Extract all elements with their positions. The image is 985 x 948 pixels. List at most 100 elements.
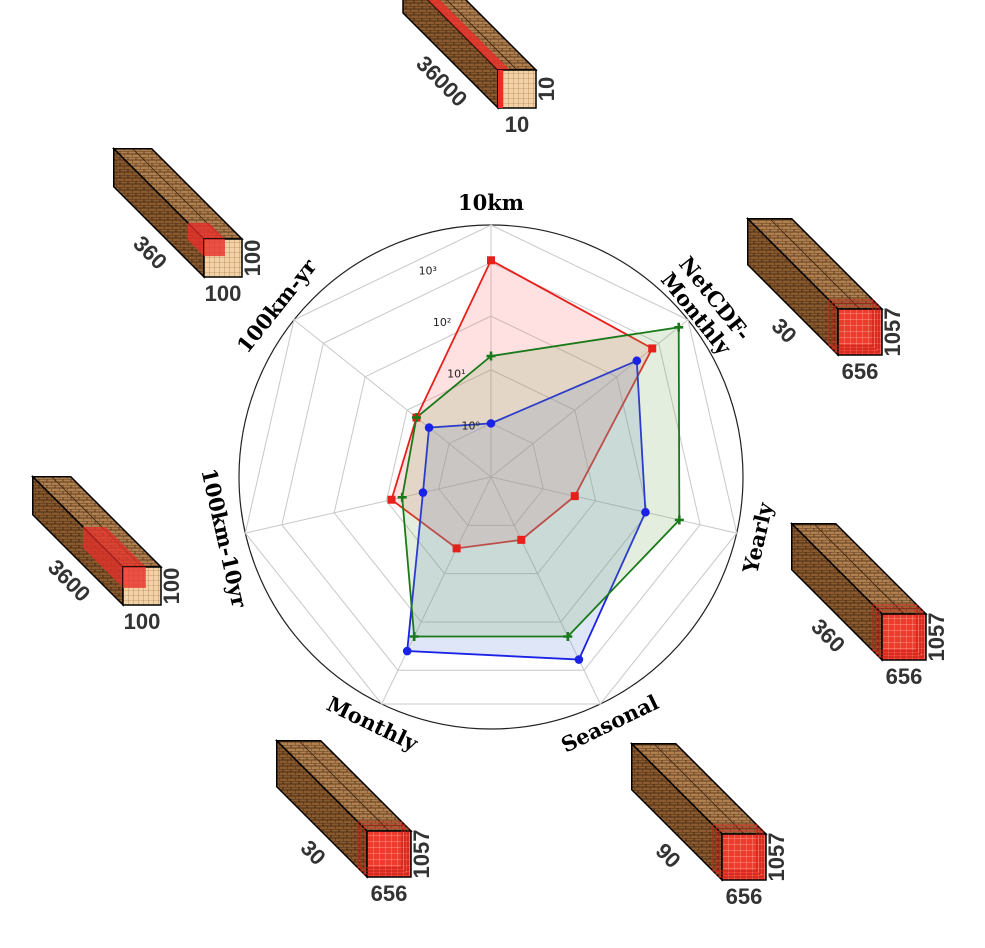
cube-front-highlight — [498, 70, 503, 108]
radial-ticks: 10⁰ 10¹ 10² 10³ — [419, 264, 481, 432]
cube-face-layer — [363, 827, 409, 875]
cube-edge — [653, 743, 745, 835]
cube-edge — [813, 523, 905, 615]
cube-depth-label: 90 — [651, 838, 686, 873]
cube-height-label: 1057 — [924, 613, 949, 662]
series-1-point — [648, 344, 657, 353]
cube-face-layer — [875, 607, 921, 655]
grid-ring — [281, 261, 701, 671]
series-2-point — [418, 488, 428, 497]
grid — [244, 224, 738, 705]
axis-label: 10km — [458, 190, 524, 215]
series-3-point — [409, 631, 419, 641]
cube-face-layer — [872, 604, 918, 652]
cube-depth-label: 30 — [296, 835, 331, 870]
axis-label-text: 10km — [458, 190, 524, 215]
cube-face-layer — [878, 610, 924, 658]
rtick-label: 10⁰ — [461, 419, 480, 432]
cube-depth-label: 30 — [767, 313, 802, 348]
series-2-point — [486, 419, 496, 428]
cube-face-layer — [715, 827, 761, 875]
cube-width-label: 656 — [842, 359, 879, 384]
series-3-point — [674, 322, 684, 332]
series-1-point — [452, 544, 461, 553]
series-2-point — [424, 423, 434, 432]
cube-highlight-side — [83, 527, 123, 588]
cube-height-label: 100 — [159, 568, 184, 605]
rtick-label: 10² — [433, 316, 451, 329]
grid-ring — [244, 224, 738, 705]
cube-face-layer — [712, 824, 758, 872]
cube-front — [721, 833, 767, 881]
cube-highlight — [83, 527, 146, 567]
cube-edge — [769, 218, 861, 310]
cube-front — [837, 308, 883, 356]
cube-edge — [298, 740, 390, 832]
cube-highlight — [428, 0, 510, 70]
rtick-label: 10¹ — [447, 368, 465, 381]
axis-label-text: Monthly — [323, 691, 423, 756]
cube-front — [366, 830, 412, 878]
series-2-point — [402, 646, 412, 656]
spoke-line — [381, 476, 492, 705]
series-1-point — [517, 535, 526, 544]
cube-face-layer — [718, 830, 764, 878]
series-3-point — [397, 492, 407, 502]
cube-height-label: 1057 — [409, 830, 434, 879]
series-area-3 — [401, 326, 681, 638]
series-3-point — [411, 413, 421, 423]
axis-label-text: Yearly — [737, 500, 778, 577]
series-area-2 — [406, 359, 647, 661]
cube-front-highlight — [204, 239, 225, 257]
cube-illustrations: 1010360006561057306561057360656105790656… — [30, 0, 949, 909]
axis-label: Monthly — [323, 691, 423, 756]
grid-ring — [385, 369, 597, 575]
spoke-line — [490, 476, 737, 534]
cube-face-layer — [834, 305, 880, 353]
cube-edge — [446, 0, 518, 71]
series-area-1 — [390, 259, 654, 550]
cube-width-label: 656 — [886, 664, 923, 689]
cube-front — [881, 613, 927, 661]
spoke-line — [490, 476, 601, 705]
series-3-point — [674, 515, 684, 525]
series-2-point — [632, 356, 642, 366]
cube-height-label: 10 — [534, 77, 559, 101]
cube-highlight-side — [188, 223, 204, 257]
cube-highlight — [188, 223, 225, 239]
cube-height-label: 1057 — [764, 833, 789, 882]
cube-width-label: 656 — [726, 884, 763, 909]
axis-label: Yearly — [737, 500, 778, 577]
cube-face-layer — [357, 821, 403, 869]
series-2-point — [574, 655, 584, 664]
cube-height-label: 1057 — [880, 308, 905, 357]
series-3-point — [486, 351, 496, 361]
series-1-point — [387, 495, 396, 504]
cube-width-label: 100 — [205, 281, 242, 306]
series-1-point — [570, 492, 579, 501]
cube-width-label: 100 — [124, 609, 161, 634]
spoke-line — [245, 476, 492, 534]
grid-ring — [333, 315, 649, 623]
cube-height-label: 100 — [240, 240, 265, 277]
axis-label: 100km-10yr — [196, 466, 252, 611]
cube-face-layer — [828, 299, 874, 347]
grid-ring — [438, 422, 544, 526]
series — [387, 256, 684, 664]
spoke-line — [293, 319, 492, 478]
series-3-point — [563, 631, 573, 641]
series-2-point — [641, 507, 650, 517]
rtick-label: 10³ — [419, 264, 437, 277]
cube-width-label: 656 — [371, 881, 408, 906]
cube-face-layer — [360, 824, 406, 872]
cube-front — [497, 69, 537, 109]
